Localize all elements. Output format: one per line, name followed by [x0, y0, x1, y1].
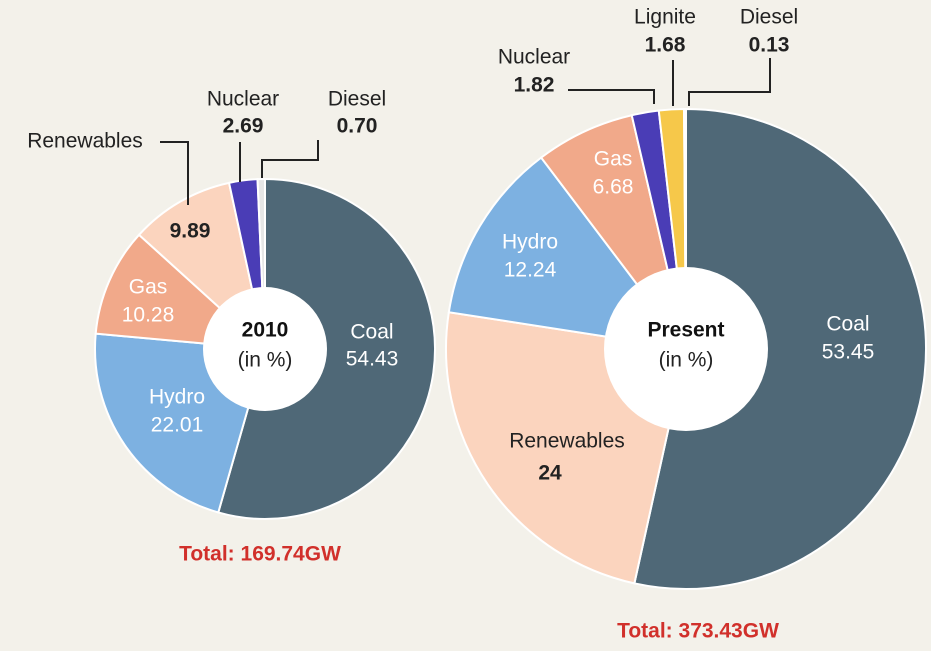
slice-name: Coal: [350, 321, 393, 344]
slice-name: Nuclear: [498, 46, 570, 69]
slice-value: 22.01: [151, 414, 204, 437]
slice-value: 6.68: [593, 176, 634, 199]
leader-line: [261, 140, 319, 178]
center-hole: [203, 287, 327, 411]
center-label: 2010: [242, 319, 289, 342]
leader-line: [568, 89, 655, 104]
slice-value: 1.68: [645, 34, 686, 57]
slice-name: Diesel: [328, 88, 386, 111]
slice-value: 0.70: [337, 115, 378, 138]
slice-value: 9.89: [170, 220, 211, 243]
slice-name: Coal: [826, 313, 869, 336]
center-sublabel: (in %): [659, 349, 714, 372]
slice-name: Hydro: [502, 231, 558, 254]
slice-value: 53.45: [822, 341, 875, 364]
slice-name: Diesel: [740, 6, 798, 29]
slice-value: 1.82: [514, 74, 555, 97]
total-label: Total: 169.74GW: [179, 543, 341, 566]
center-hole: [604, 267, 768, 431]
leader-line: [160, 141, 189, 205]
slice-name: Renewables: [509, 430, 625, 453]
slice-name: Gas: [594, 148, 633, 171]
center-sublabel: (in %): [238, 349, 293, 372]
slice-name: Renewables: [27, 130, 143, 153]
slice-name: Nuclear: [207, 88, 279, 111]
slice-name: Lignite: [634, 6, 696, 29]
slice-name: Hydro: [149, 386, 205, 409]
center-label: Present: [647, 319, 724, 342]
slice-value: 2.69: [223, 115, 264, 138]
total-label: Total: 373.43GW: [617, 620, 779, 643]
leader-line: [688, 58, 771, 106]
slice-name: Gas: [129, 276, 168, 299]
slice-value: 24: [538, 462, 562, 485]
slice-value: 10.28: [122, 304, 175, 327]
pie-slice: [633, 107, 927, 590]
slice-value: 0.13: [749, 34, 790, 57]
slice-value: 54.43: [346, 348, 399, 371]
slice-value: 12.24: [504, 259, 557, 282]
